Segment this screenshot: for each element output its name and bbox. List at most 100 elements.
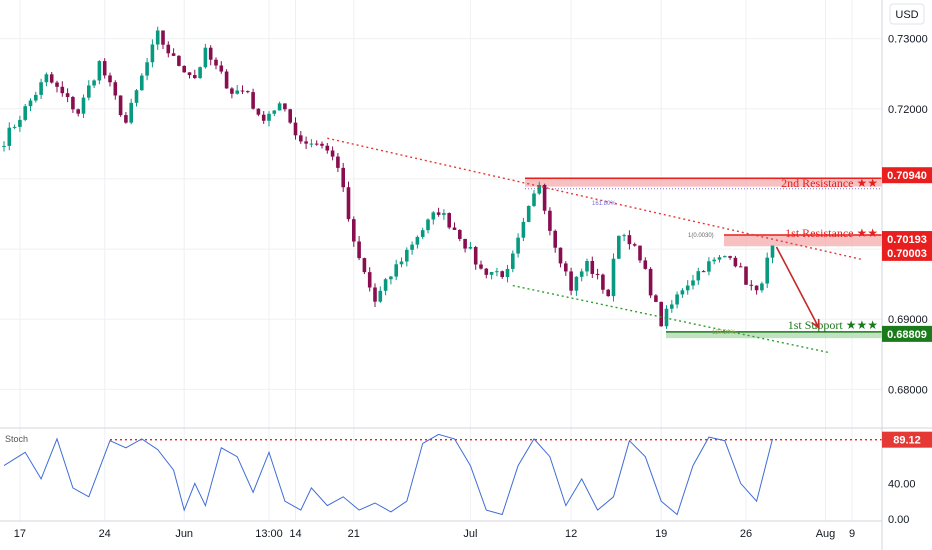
candle-body (638, 245, 642, 261)
candle-body (129, 102, 133, 123)
candle-body (526, 205, 531, 222)
candle-body (256, 108, 261, 115)
resistance-1-label: 1st Resistance ★★ (785, 226, 878, 240)
price-zones (525, 177, 882, 339)
forecast-arrow (775, 246, 820, 330)
fib-label-127: 127.20% (712, 330, 736, 336)
candle-body (511, 253, 515, 269)
candle-body (299, 135, 303, 142)
candle-body (473, 247, 478, 265)
currency-button[interactable]: USD (889, 3, 925, 25)
candle-body (532, 193, 536, 206)
candle-body (272, 110, 277, 114)
candle-body (479, 264, 483, 269)
candle-body (267, 113, 271, 121)
candle-body (304, 141, 308, 144)
candle-body (330, 150, 335, 157)
candle-body (643, 260, 648, 269)
candle-body (436, 212, 441, 215)
candle-body (585, 261, 589, 272)
candle-body (579, 271, 584, 277)
stoch-line[interactable] (3, 433, 773, 516)
candle-body (71, 97, 75, 110)
candle-body (113, 82, 118, 96)
candle-body (44, 74, 49, 83)
candle-body (367, 272, 372, 288)
upper-trendline[interactable] (327, 137, 863, 261)
candle-body (654, 295, 658, 302)
candle-body (452, 227, 457, 230)
candle-body (208, 47, 213, 60)
candle-body (685, 285, 690, 291)
price-tag-text: 0.70193 (887, 234, 927, 246)
candle-body (97, 61, 102, 81)
candle-body (92, 80, 96, 86)
time-axis: 17 24 Jun 13:00 14 21 Jul 12 19 26 Aug 9 (14, 528, 855, 540)
price-tag-text: 0.70940 (887, 170, 927, 182)
candle-body (140, 75, 144, 91)
candle-body (240, 90, 245, 92)
candle-body (12, 126, 17, 128)
y-tick-label: 0.72000 (888, 104, 928, 116)
candle-body (564, 263, 568, 272)
price-tag-resistance-2: 0.70940 (882, 167, 932, 184)
candle-body (145, 62, 149, 76)
candle-body (670, 304, 674, 309)
candlestick-series[interactable] (2, 26, 775, 329)
y-tick-label: 0.69000 (888, 314, 928, 326)
candle-body (60, 86, 65, 94)
stoch-y-tick-label: 40.00 (888, 478, 916, 490)
candle-body (2, 145, 6, 147)
grid-lines (0, 0, 882, 521)
candle-body (516, 237, 520, 254)
candle-body (389, 276, 393, 280)
candle-body (707, 261, 711, 272)
candle-body (161, 30, 165, 45)
candle-body (754, 285, 759, 291)
price-tag-text: 0.68809 (887, 329, 927, 341)
candle-body (712, 259, 716, 262)
candle-body (187, 72, 192, 76)
candle-body (632, 244, 637, 246)
candle-body (378, 290, 383, 302)
candle-body (723, 256, 727, 258)
candle-body (251, 92, 255, 109)
candle-body (336, 156, 340, 168)
lower-trendline[interactable] (512, 284, 831, 354)
candle-body (246, 91, 250, 93)
candle-body (696, 271, 701, 281)
x-tick-label: 24 (99, 528, 111, 540)
candle-body (373, 287, 377, 302)
candle-body (314, 143, 319, 145)
candle-body (325, 145, 330, 151)
candle-body (760, 283, 764, 291)
candle-body (76, 109, 80, 114)
candle-body (447, 213, 451, 228)
candle-body (680, 290, 685, 295)
candle-body (87, 85, 91, 98)
candle-body (108, 75, 112, 83)
price-tag-text: 89.12 (893, 435, 921, 447)
candle-body (611, 258, 616, 297)
candle-body (150, 44, 155, 63)
candle-body (399, 261, 404, 265)
candle-body (442, 213, 446, 215)
candle-body (166, 44, 171, 54)
candle-body (235, 90, 239, 94)
candle-body (155, 30, 160, 45)
candle-body (230, 88, 234, 94)
candle-body (500, 271, 504, 278)
candle-body (574, 276, 579, 291)
candle-body (765, 257, 769, 284)
candle-body (55, 82, 59, 87)
candle-body (394, 264, 398, 277)
candle-body (309, 143, 314, 145)
candle-body (118, 95, 123, 116)
candle-body (717, 257, 722, 260)
resistance-2-label: 2nd Resistance ★★ (781, 176, 878, 190)
x-tick-label: Jun (175, 528, 193, 540)
candle-body (569, 271, 573, 291)
candle-body (495, 271, 499, 273)
zone-band (724, 235, 882, 247)
